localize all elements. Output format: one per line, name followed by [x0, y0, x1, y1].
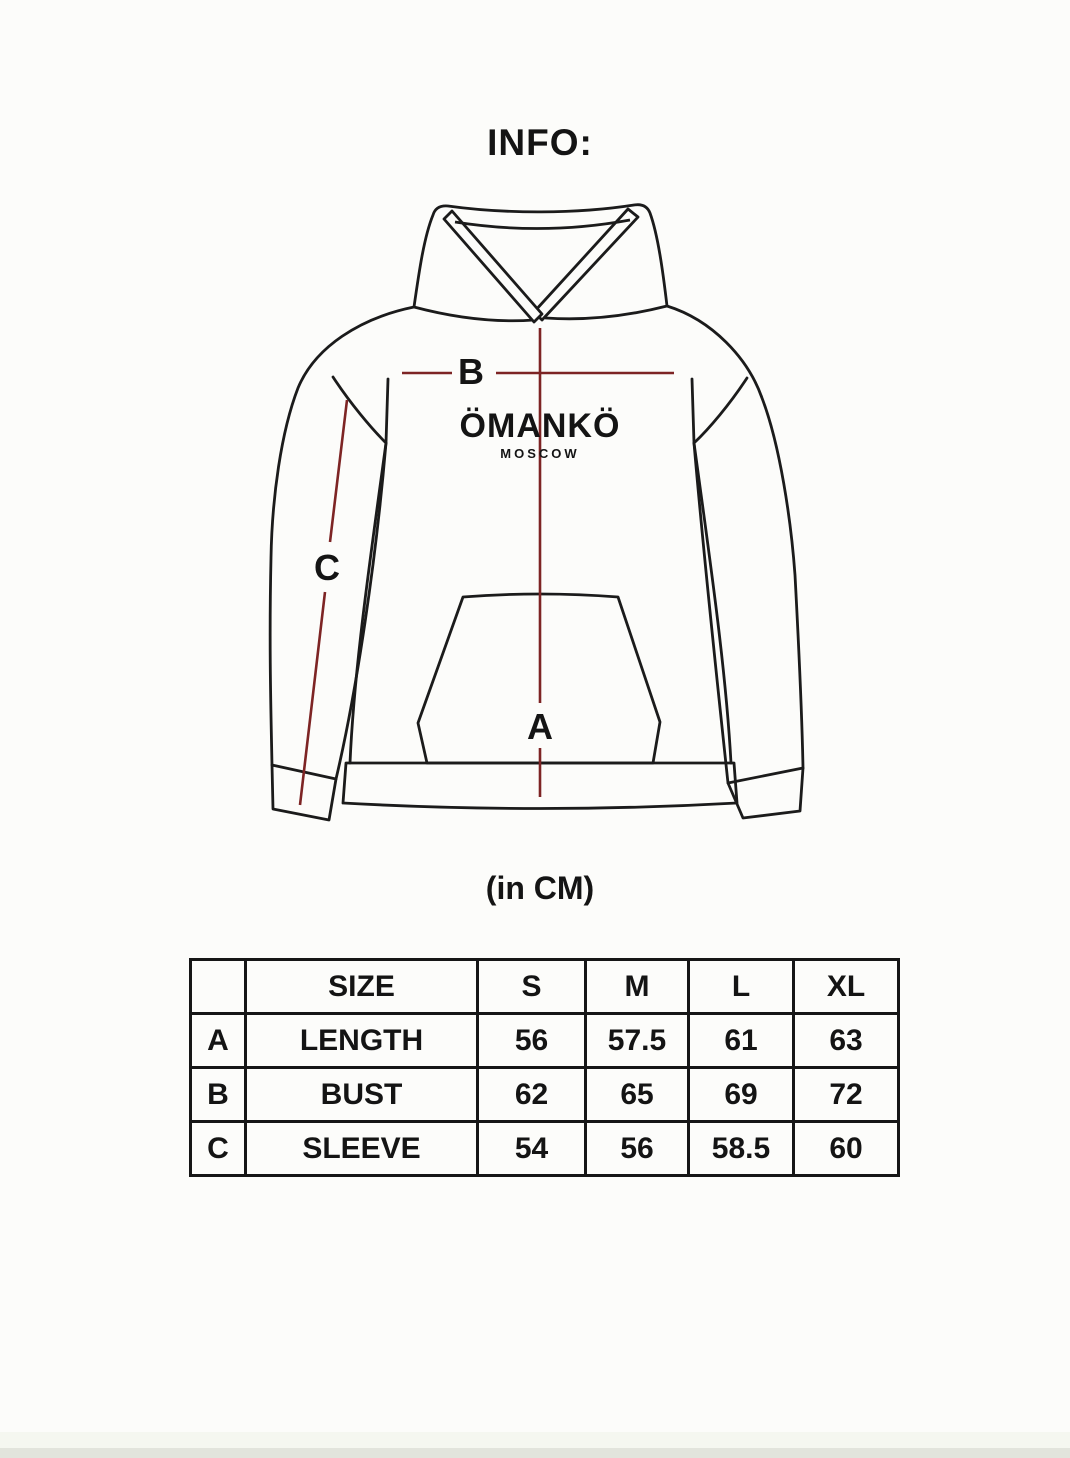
kangaroo-pocket	[416, 592, 662, 765]
size-value: 72	[792, 1066, 900, 1123]
page-title: INFO:	[487, 122, 593, 163]
measurement-line-c	[298, 399, 349, 806]
row-letter: C	[189, 1120, 247, 1177]
measure-name: BUST	[244, 1066, 479, 1123]
left-sleeve-inner-edge	[334, 441, 388, 781]
left-sleeve-outer-edge	[268, 305, 416, 767]
size-value: 69	[687, 1066, 795, 1123]
size-column-header: S	[476, 958, 587, 1015]
right-sleeve-outer-edge	[665, 304, 805, 770]
table-row: C SLEEVE 54 56 58.5 60	[189, 1120, 900, 1177]
right-body-seam	[690, 377, 696, 445]
hood-left-strap	[442, 209, 544, 324]
size-value: 54	[476, 1120, 587, 1177]
table-row: A LENGTH 56 57.5 61 63	[189, 1012, 900, 1069]
measure-name: SLEEVE	[244, 1120, 479, 1177]
size-value: 58.5	[687, 1120, 795, 1177]
left-chest-curve	[412, 305, 536, 323]
unit-note: (in CM)	[485, 870, 595, 906]
size-column-header: XL	[792, 958, 900, 1015]
size-value: 56	[476, 1012, 587, 1069]
measurement-lines	[298, 328, 674, 806]
hem-band	[341, 761, 739, 810]
brand-sub-text: MOSCOW	[500, 446, 580, 461]
hood-inner-top-edge	[454, 218, 631, 230]
measure-name: LENGTH	[244, 1012, 479, 1069]
row-letter: A	[189, 1012, 247, 1069]
hoodie-outline	[268, 203, 805, 822]
right-sleeve-inner-edge	[692, 441, 730, 785]
left-body-edge	[348, 441, 388, 765]
hood-trim-straps	[442, 207, 640, 324]
marker-a-length: A	[527, 706, 553, 747]
left-cuff	[270, 763, 338, 822]
right-chest-curve	[544, 304, 669, 321]
size-value: 61	[687, 1012, 795, 1069]
size-value: 56	[584, 1120, 690, 1177]
left-body-seam	[384, 377, 390, 445]
size-value: 63	[792, 1012, 900, 1069]
brand-logo-text: ÖMANKÖ	[459, 407, 621, 445]
marker-c-sleeve: C	[314, 547, 340, 588]
hood-right-strap	[532, 207, 640, 322]
size-table-header: SIZE S M L XL	[189, 958, 900, 1015]
marker-b-bust: B	[458, 351, 484, 392]
size-value: 60	[792, 1120, 900, 1177]
bottom-fade-strip	[0, 1432, 1070, 1448]
size-table: SIZE S M L XL A LENGTH 56 57.5 61 63 B BUST 62 65 69 72…	[189, 958, 900, 1177]
size-value: 57.5	[584, 1012, 690, 1069]
left-raglan-seam	[331, 375, 388, 445]
size-value: 65	[584, 1066, 690, 1123]
size-column-header: M	[584, 958, 690, 1015]
size-column-header: SIZE	[244, 958, 479, 1015]
row-letter: B	[189, 1066, 247, 1123]
size-value: 62	[476, 1066, 587, 1123]
right-body-edge	[692, 441, 733, 765]
bottom-border-strip	[0, 1448, 1070, 1458]
table-row: B BUST 62 65 69 72	[189, 1066, 900, 1123]
size-table-body: A LENGTH 56 57.5 61 63 B BUST 62 65 69 72 C SLEEVE 54 5…	[189, 1012, 900, 1177]
right-cuff	[726, 766, 805, 820]
size-column-header: L	[687, 958, 795, 1015]
size-column-header	[189, 958, 247, 1015]
right-raglan-seam	[692, 376, 749, 445]
hood-outline	[412, 203, 669, 309]
